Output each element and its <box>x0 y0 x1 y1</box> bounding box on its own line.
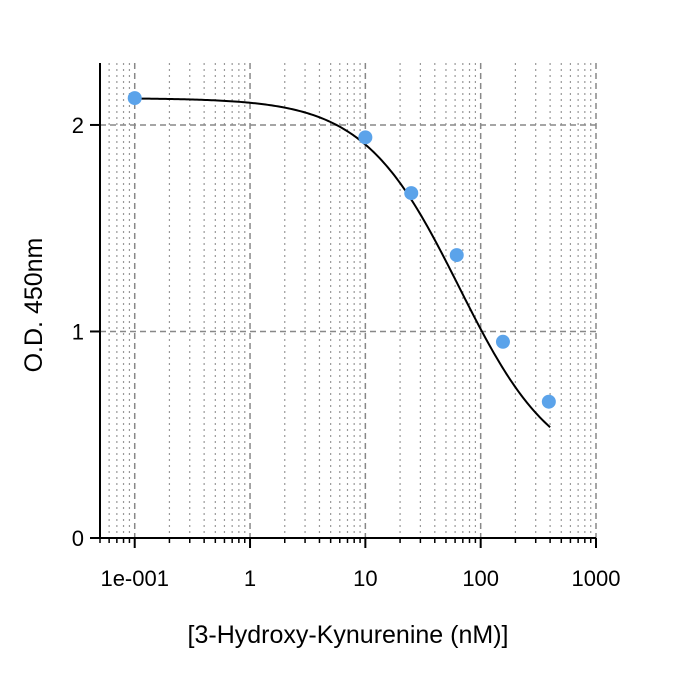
data-point <box>449 248 464 263</box>
x-tick-label: 1e-001 <box>100 566 169 591</box>
data-point <box>495 334 510 349</box>
y-axis-title: O.D. 450nm <box>20 238 48 373</box>
x-tick-label: 10 <box>353 566 377 591</box>
fit-curve <box>134 97 551 428</box>
grid <box>99 63 597 538</box>
ticks: 1e-001 1 10 100 1000 0 1 2 <box>72 113 621 591</box>
x-tick-label: 100 <box>462 566 499 591</box>
y-tick-label: 0 <box>72 526 84 551</box>
data-point <box>404 186 419 201</box>
x-tick-label: 1 <box>244 566 256 591</box>
data-point <box>358 130 373 145</box>
y-tick-label: 2 <box>72 113 84 138</box>
data-point <box>127 91 142 106</box>
data-point <box>541 394 556 409</box>
y-tick-label: 1 <box>72 319 84 344</box>
x-axis-title: [3-Hydroxy-Kynurenine (nM)] <box>188 621 509 649</box>
x-tick-label: 1000 <box>572 566 621 591</box>
data-points <box>127 91 556 409</box>
